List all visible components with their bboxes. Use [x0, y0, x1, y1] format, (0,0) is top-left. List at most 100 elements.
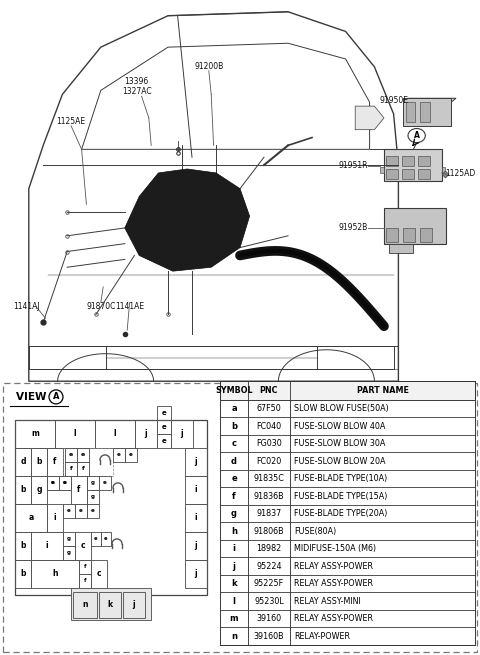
Bar [87, 490, 99, 504]
Polygon shape [403, 98, 456, 102]
Bar [65, 462, 77, 476]
Text: n: n [82, 601, 88, 610]
Bar [220, 523, 475, 540]
Text: 91806B: 91806B [254, 527, 284, 536]
Bar [135, 420, 157, 448]
Bar [442, 167, 445, 173]
Bar [55, 420, 95, 448]
Bar [65, 448, 77, 462]
Text: f: f [53, 457, 57, 466]
Text: FUSE-BLADE TYPE(10A): FUSE-BLADE TYPE(10A) [294, 474, 387, 483]
Bar [73, 592, 97, 618]
Text: MIDIFUSE-150A (M6): MIDIFUSE-150A (M6) [294, 544, 376, 553]
Text: FC020: FC020 [256, 457, 282, 466]
Text: j: j [195, 457, 197, 466]
Bar [220, 593, 475, 610]
Bar [47, 504, 63, 532]
Text: e: e [91, 508, 95, 514]
Text: e: e [63, 480, 67, 485]
Text: g: g [231, 509, 237, 518]
Text: h: h [231, 527, 237, 536]
Text: 1327AC: 1327AC [122, 86, 152, 96]
Text: 91837: 91837 [256, 509, 282, 518]
Bar [77, 462, 89, 476]
Text: e: e [69, 453, 73, 457]
Bar [75, 504, 87, 518]
Bar [185, 560, 207, 588]
Bar [15, 448, 31, 476]
Text: SLOW BLOW FUSE(50A): SLOW BLOW FUSE(50A) [294, 404, 389, 413]
Text: 13396: 13396 [125, 77, 149, 86]
Text: PART NAME: PART NAME [357, 386, 408, 395]
Bar [403, 98, 451, 126]
Text: e: e [103, 480, 107, 485]
Text: FUSE-BLADE TYPE(20A): FUSE-BLADE TYPE(20A) [294, 509, 387, 518]
Text: e: e [162, 424, 167, 430]
Text: j: j [232, 562, 236, 571]
Bar [101, 532, 111, 546]
Bar [402, 157, 414, 166]
Bar [384, 208, 446, 244]
Bar [15, 420, 55, 448]
Text: i: i [54, 514, 56, 523]
Text: j: j [180, 430, 183, 438]
Bar [31, 476, 47, 504]
Text: b: b [20, 569, 26, 578]
Bar [420, 228, 432, 242]
Bar [79, 574, 91, 588]
Text: f: f [84, 565, 86, 569]
Bar [63, 448, 113, 476]
Bar [15, 532, 31, 560]
Bar [15, 476, 31, 504]
Bar [63, 504, 75, 518]
Bar [31, 532, 63, 560]
Text: 95225F: 95225F [254, 579, 284, 588]
Bar [77, 448, 89, 462]
Bar [91, 532, 101, 546]
Text: i: i [195, 514, 197, 523]
Text: 91870C: 91870C [86, 302, 116, 311]
Bar [185, 448, 207, 476]
Bar [418, 169, 430, 179]
Text: 91952B: 91952B [339, 223, 368, 233]
Text: 39160: 39160 [256, 614, 282, 624]
Text: 91200B: 91200B [194, 62, 223, 71]
Text: e: e [162, 410, 167, 416]
Bar [71, 476, 87, 504]
Text: A: A [414, 131, 420, 140]
Text: FC040: FC040 [256, 422, 282, 431]
Text: RELAY ASSY-POWER: RELAY ASSY-POWER [294, 614, 373, 624]
Text: e: e [104, 536, 108, 542]
Text: m: m [230, 614, 238, 624]
Text: e: e [129, 453, 133, 457]
Text: d: d [231, 457, 237, 466]
Text: n: n [231, 631, 237, 641]
Text: f: f [232, 492, 236, 500]
Bar [185, 476, 207, 504]
Bar [389, 244, 413, 253]
Bar [99, 592, 121, 618]
Bar [220, 435, 475, 453]
Text: FUSE-SLOW BLOW 30A: FUSE-SLOW BLOW 30A [294, 439, 385, 448]
Bar [380, 167, 384, 173]
Text: RELAY ASSY-MINI: RELAY ASSY-MINI [294, 597, 361, 606]
Text: RELAY ASSY-POWER: RELAY ASSY-POWER [294, 579, 373, 588]
Text: 1125AD: 1125AD [444, 169, 475, 178]
Bar [75, 532, 91, 560]
Bar [406, 102, 415, 122]
Text: d: d [20, 457, 26, 466]
Text: j: j [195, 569, 197, 578]
Bar [157, 420, 171, 434]
Bar [157, 434, 171, 448]
Text: 95230L: 95230L [254, 597, 284, 606]
Text: e: e [94, 536, 98, 542]
Text: A: A [53, 392, 59, 402]
Bar [91, 560, 107, 588]
Text: FUSE(80A): FUSE(80A) [294, 527, 336, 536]
Text: g: g [67, 550, 71, 555]
Bar [386, 228, 398, 242]
Text: b: b [20, 542, 26, 550]
Text: c: c [96, 569, 101, 578]
Text: c: c [231, 439, 237, 448]
Text: e: e [81, 453, 85, 457]
